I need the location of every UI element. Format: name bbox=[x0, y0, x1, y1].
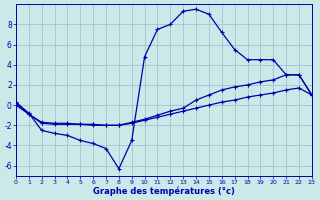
X-axis label: Graphe des températures (°c): Graphe des températures (°c) bbox=[93, 186, 235, 196]
